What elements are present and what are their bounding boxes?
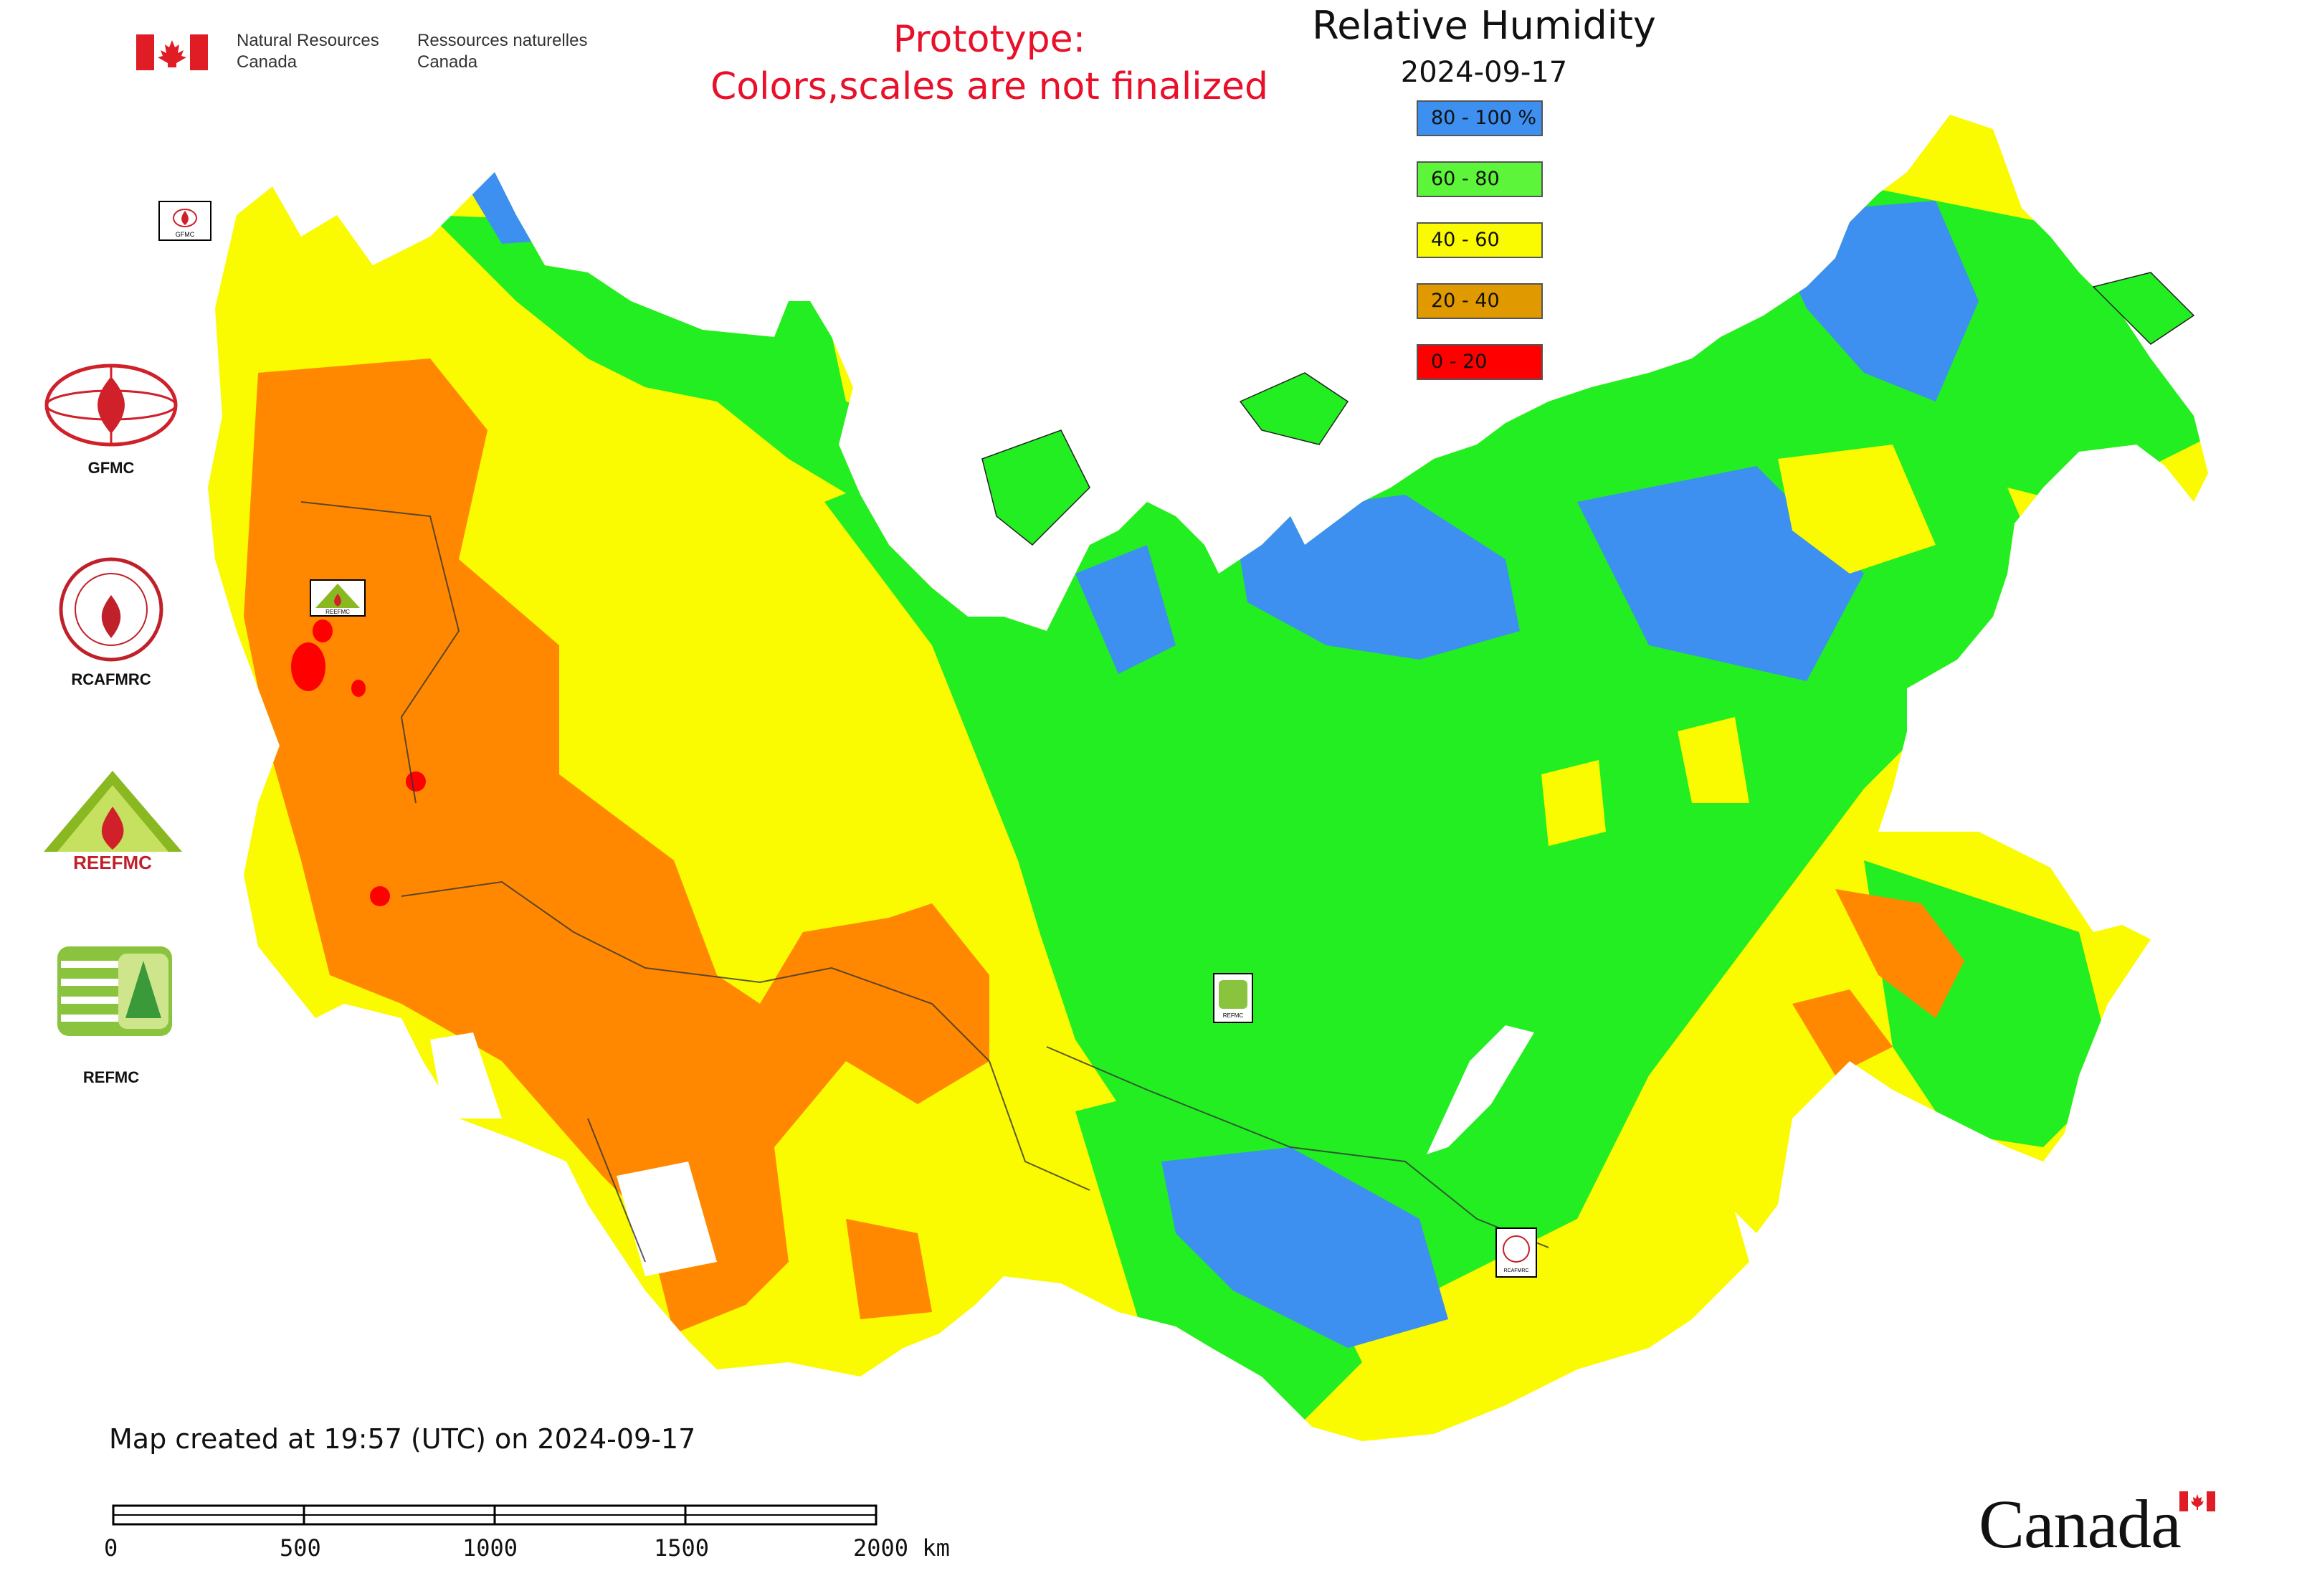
refmc-logo-label: REFMC (82, 1068, 140, 1086)
legend-item-20-40: 20 - 40 (1417, 283, 1543, 319)
canada-wordmark: Canada (1979, 1486, 2182, 1562)
refmc-map-marker-label: REFMC (1223, 1012, 1244, 1019)
reefmc-map-marker-label: REEFMC (325, 609, 350, 615)
reefmc-logo-icon: REEFMC (39, 771, 186, 873)
rcafmrc-logo-label: RCAFMRC (71, 670, 151, 688)
rcafmrc-logo-icon (59, 557, 163, 662)
legend-item-40-60: 40 - 60 (1417, 222, 1543, 258)
map-date: 2024-09-17 (1400, 56, 1568, 89)
canada-flag-icon (136, 34, 208, 70)
scale-label-0: 0 (104, 1534, 118, 1562)
scale-label-1500: 1500 (654, 1534, 710, 1562)
legend-item-80-100: 80 - 100 % (1417, 100, 1543, 136)
prototype-notice: Prototype: Colors,scales are not finaliz… (710, 18, 1269, 108)
rcafmrc-map-marker-icon: RCAFMRC (1495, 1227, 1537, 1278)
scale-label-1000: 1000 (462, 1534, 518, 1562)
gfmc-logo-label: GFMC (87, 459, 135, 477)
rcafmrc-map-marker-label: RCAFMRC (1504, 1268, 1529, 1273)
legend-item-0-20: 0 - 20 (1417, 344, 1543, 380)
scale-label-500: 500 (280, 1534, 321, 1562)
refmc-map-marker-icon: REFMC (1213, 973, 1253, 1023)
scale-bar (112, 1504, 877, 1526)
legend-item-60-80: 60 - 80 (1417, 161, 1543, 197)
refmc-logo-icon (57, 946, 172, 1036)
gfmc-logo-icon (44, 364, 178, 447)
department-name-en: Natural Resources Canada (237, 31, 379, 72)
map-title: Relative Humidity (1312, 3, 1656, 48)
gfmc-map-marker-icon: GFMC (158, 201, 211, 241)
nrcan-signature: Natural Resources Canada Ressources natu… (136, 29, 624, 79)
reefmc-logo-text: REEFMC (73, 852, 152, 873)
reefmc-map-marker-icon: REEFMC (310, 579, 366, 617)
wordmark-flag-icon (2179, 1491, 2215, 1511)
map-created-note: Map created at 19:57 (UTC) on 2024-09-17 (109, 1423, 696, 1455)
scale-label-2000: 2000 km (853, 1534, 950, 1562)
gfmc-map-marker-label: GFMC (176, 231, 195, 238)
department-name-fr: Ressources naturelles Canada (417, 31, 588, 72)
